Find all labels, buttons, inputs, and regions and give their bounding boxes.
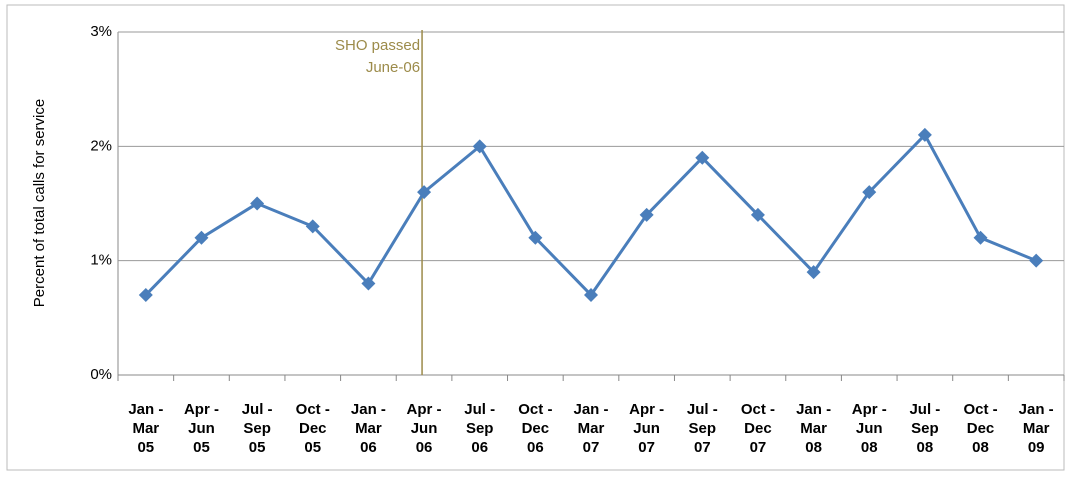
marker xyxy=(417,185,432,200)
marker xyxy=(250,196,265,211)
x-tick-label: Mar xyxy=(1023,420,1050,437)
marker xyxy=(1029,253,1044,268)
x-tick-label: Oct - xyxy=(741,401,775,418)
x-tick-label: Sep xyxy=(466,420,494,437)
marker xyxy=(472,139,487,154)
x-tick-label: 06 xyxy=(416,439,433,456)
marker xyxy=(194,230,209,245)
annotation-text: June-06 xyxy=(366,59,420,76)
marker xyxy=(973,230,988,245)
x-tick-label: Sep xyxy=(911,420,939,437)
y-tick-label: 3% xyxy=(90,23,112,40)
x-tick-label: Jan - xyxy=(351,401,386,418)
x-tick-label: Oct - xyxy=(518,401,552,418)
x-tick-label: Jun xyxy=(633,420,660,437)
x-tick-label: Jul - xyxy=(909,401,940,418)
x-tick-label: Jan - xyxy=(796,401,831,418)
x-tick-label: Sep xyxy=(243,420,271,437)
x-tick-label: Apr - xyxy=(629,401,664,418)
x-tick-label: 08 xyxy=(917,439,934,456)
x-tick-label: 07 xyxy=(694,439,711,456)
x-tick-label: 08 xyxy=(861,439,878,456)
x-tick-label: 07 xyxy=(583,439,600,456)
x-tick-label: 05 xyxy=(193,439,210,456)
x-tick-label: Apr - xyxy=(407,401,442,418)
x-tick-label: Mar xyxy=(578,420,605,437)
x-tick-label: Jan - xyxy=(573,401,608,418)
x-tick-label: 08 xyxy=(805,439,822,456)
x-tick-label: Dec xyxy=(299,420,327,437)
x-tick-label: Dec xyxy=(967,420,995,437)
marker xyxy=(862,185,877,200)
marker xyxy=(138,287,153,302)
x-tick-label: 06 xyxy=(527,439,544,456)
x-tick-label: Oct - xyxy=(963,401,997,418)
x-tick-label: Dec xyxy=(744,420,772,437)
x-tick-label: Jul - xyxy=(242,401,273,418)
marker xyxy=(305,219,320,234)
x-tick-label: Jul - xyxy=(464,401,495,418)
annotation-text: SHO passed xyxy=(335,37,420,54)
x-tick-label: Jun xyxy=(411,420,438,437)
y-axis-label: Percent of total calls for service xyxy=(31,99,48,307)
x-tick-label: Jun xyxy=(188,420,215,437)
marker xyxy=(806,265,821,280)
y-tick-label: 1% xyxy=(90,252,112,269)
x-tick-label: 05 xyxy=(137,439,154,456)
x-tick-label: Mar xyxy=(355,420,382,437)
x-tick-label: 05 xyxy=(304,439,321,456)
marker xyxy=(695,150,710,165)
x-tick-label: 08 xyxy=(972,439,989,456)
x-tick-label: Mar xyxy=(132,420,159,437)
x-tick-label: Apr - xyxy=(852,401,887,418)
x-tick-label: 09 xyxy=(1028,439,1045,456)
x-tick-label: Sep xyxy=(689,420,717,437)
x-tick-label: Oct - xyxy=(296,401,330,418)
marker xyxy=(917,127,932,142)
x-tick-label: Jun xyxy=(856,420,883,437)
x-tick-label: 06 xyxy=(360,439,377,456)
x-tick-label: Mar xyxy=(800,420,827,437)
marker xyxy=(639,207,654,222)
x-tick-label: Jan - xyxy=(128,401,163,418)
x-tick-label: Apr - xyxy=(184,401,219,418)
y-tick-label: 0% xyxy=(90,366,112,383)
x-tick-label: 07 xyxy=(750,439,767,456)
x-tick-label: Jul - xyxy=(687,401,718,418)
x-tick-label: 05 xyxy=(249,439,266,456)
marker xyxy=(528,230,543,245)
x-tick-label: Dec xyxy=(522,420,550,437)
marker xyxy=(584,287,598,302)
x-tick-label: 07 xyxy=(638,439,655,456)
y-tick-label: 2% xyxy=(90,137,112,154)
x-tick-label: Jan - xyxy=(1019,401,1054,418)
marker xyxy=(361,276,376,291)
x-tick-label: 06 xyxy=(471,439,488,456)
marker xyxy=(750,207,765,222)
